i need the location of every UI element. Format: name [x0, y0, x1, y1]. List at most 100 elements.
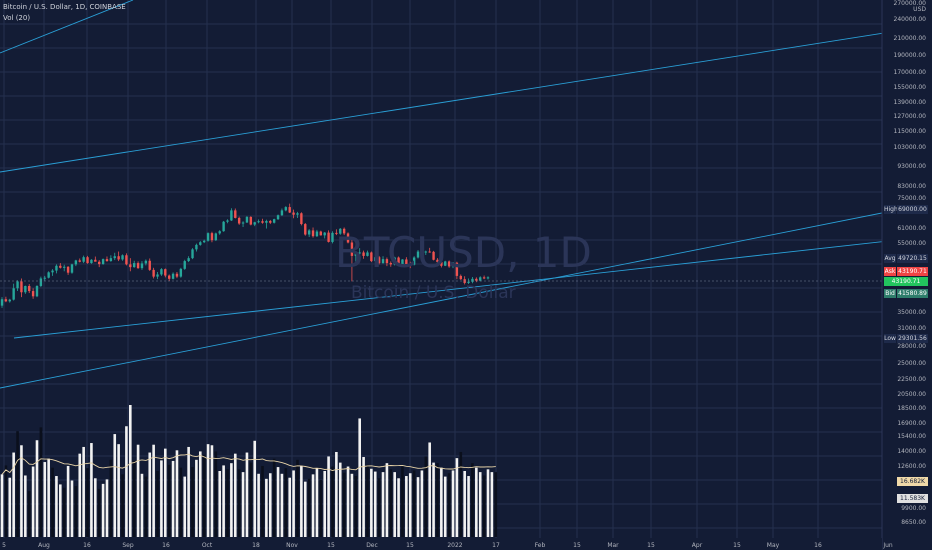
candle-body: [362, 252, 365, 256]
price-tick-label: 240000.00: [894, 16, 927, 23]
volume-bar: [39, 427, 43, 537]
price-tick-label: 75000.00: [897, 195, 926, 202]
volume-bar: [288, 477, 292, 537]
volume-bar: [171, 460, 175, 537]
price-tick-label: 9900.00: [901, 505, 926, 512]
volume-bar: [31, 466, 35, 537]
volume-bar: [4, 465, 8, 537]
price-tick-label: 16900.00: [897, 420, 926, 427]
volume-bar: [12, 452, 15, 537]
candle-body: [280, 210, 284, 216]
volume-bar: [136, 444, 140, 537]
candle-body: [55, 265, 58, 271]
time-tick-label: 15: [406, 542, 414, 549]
avg-tag-value: 49720.15: [897, 254, 928, 263]
volume-bar: [214, 451, 218, 537]
volume-bar: [245, 452, 249, 537]
candle-body: [47, 272, 50, 278]
volume-bar: [346, 466, 350, 537]
candle-body: [195, 244, 198, 250]
volume-bar: [432, 462, 435, 537]
candle-body: [129, 264, 132, 268]
candle-body: [202, 240, 206, 243]
candle-body: [475, 278, 478, 281]
volume-bar: [303, 481, 307, 537]
candle-body: [272, 219, 276, 223]
candle-body: [66, 266, 70, 273]
volume-bar: [43, 462, 47, 537]
volume-bar: [447, 473, 451, 537]
volume-bar: [78, 453, 82, 537]
volume-bar: [62, 487, 66, 537]
candle-body: [43, 277, 46, 279]
ask-tag-value: 43190.71: [897, 267, 928, 276]
volume-bar: [117, 444, 120, 537]
candle-body: [140, 263, 144, 269]
volume-bar: [51, 467, 54, 537]
volume-bar: [222, 465, 225, 537]
candle-body: [230, 210, 233, 221]
candle-body: [39, 278, 43, 286]
price-tick-label: 15400.00: [897, 433, 926, 440]
volume-bar: [226, 469, 229, 537]
candle-body: [175, 273, 179, 277]
volume-bar: [296, 459, 299, 537]
candle-body: [171, 273, 175, 279]
time-tick-label: 16: [162, 542, 170, 549]
volume-bar: [478, 472, 482, 537]
candle-body: [59, 265, 62, 268]
candle-body: [167, 275, 171, 279]
time-tick-label: Mar: [607, 542, 619, 549]
volume-bar: [97, 488, 101, 537]
price-tick-label: 170000.00: [894, 69, 927, 76]
time-tick-label: 15: [733, 542, 741, 549]
volume-bar: [424, 456, 428, 537]
price-tick-label: 210000.00: [894, 35, 927, 42]
high-tag-label: High: [884, 205, 898, 214]
candle-body: [276, 215, 280, 220]
price-tick-label: 61000.00: [897, 225, 926, 232]
volume-bar: [82, 446, 85, 537]
volume-bar: [167, 464, 171, 537]
low-tag-value: 29301.56: [897, 334, 928, 343]
time-tick-label: 18: [252, 542, 260, 549]
volume-bar: [315, 468, 319, 537]
volume-bar: [90, 443, 93, 537]
candle-body: [428, 251, 431, 253]
price-tick-label: 83000.00: [897, 183, 926, 190]
candle-body: [304, 224, 307, 235]
time-tick-label: Apr: [692, 542, 703, 549]
volume-bar: [0, 474, 4, 537]
price-tick-label: 115000.00: [894, 128, 927, 135]
time-tick-label: 16: [814, 542, 822, 549]
volume-bar: [27, 491, 31, 537]
price-tick-label: 20500.00: [897, 391, 926, 398]
candle-body: [74, 260, 78, 265]
price-tick-label: 22500.00: [897, 376, 926, 383]
time-tick-label: 15: [647, 542, 655, 549]
volume-bar: [8, 477, 12, 537]
time-tick-label: 17: [492, 542, 500, 549]
candle-body: [381, 259, 385, 264]
volume-bar: [393, 472, 396, 537]
candle-body: [436, 259, 439, 263]
volume-bar: [401, 466, 404, 537]
volume-bar: [268, 473, 272, 537]
volume-bar: [257, 473, 260, 537]
candle-body: [412, 257, 416, 265]
candle-body: [346, 233, 350, 243]
candle-body: [455, 262, 459, 276]
bid-tag-value: 41580.89: [897, 289, 928, 298]
candle-body: [300, 213, 303, 225]
candle-body: [385, 259, 389, 264]
volume-bar: [319, 479, 323, 537]
volume-bar: [101, 483, 105, 537]
volume-bar: [486, 469, 490, 537]
volume-bar: [482, 475, 486, 537]
price-tick-label: 103000.00: [894, 144, 927, 151]
candle-body: [245, 216, 249, 223]
volume-bar: [385, 463, 389, 537]
volume-bar: [179, 467, 183, 537]
